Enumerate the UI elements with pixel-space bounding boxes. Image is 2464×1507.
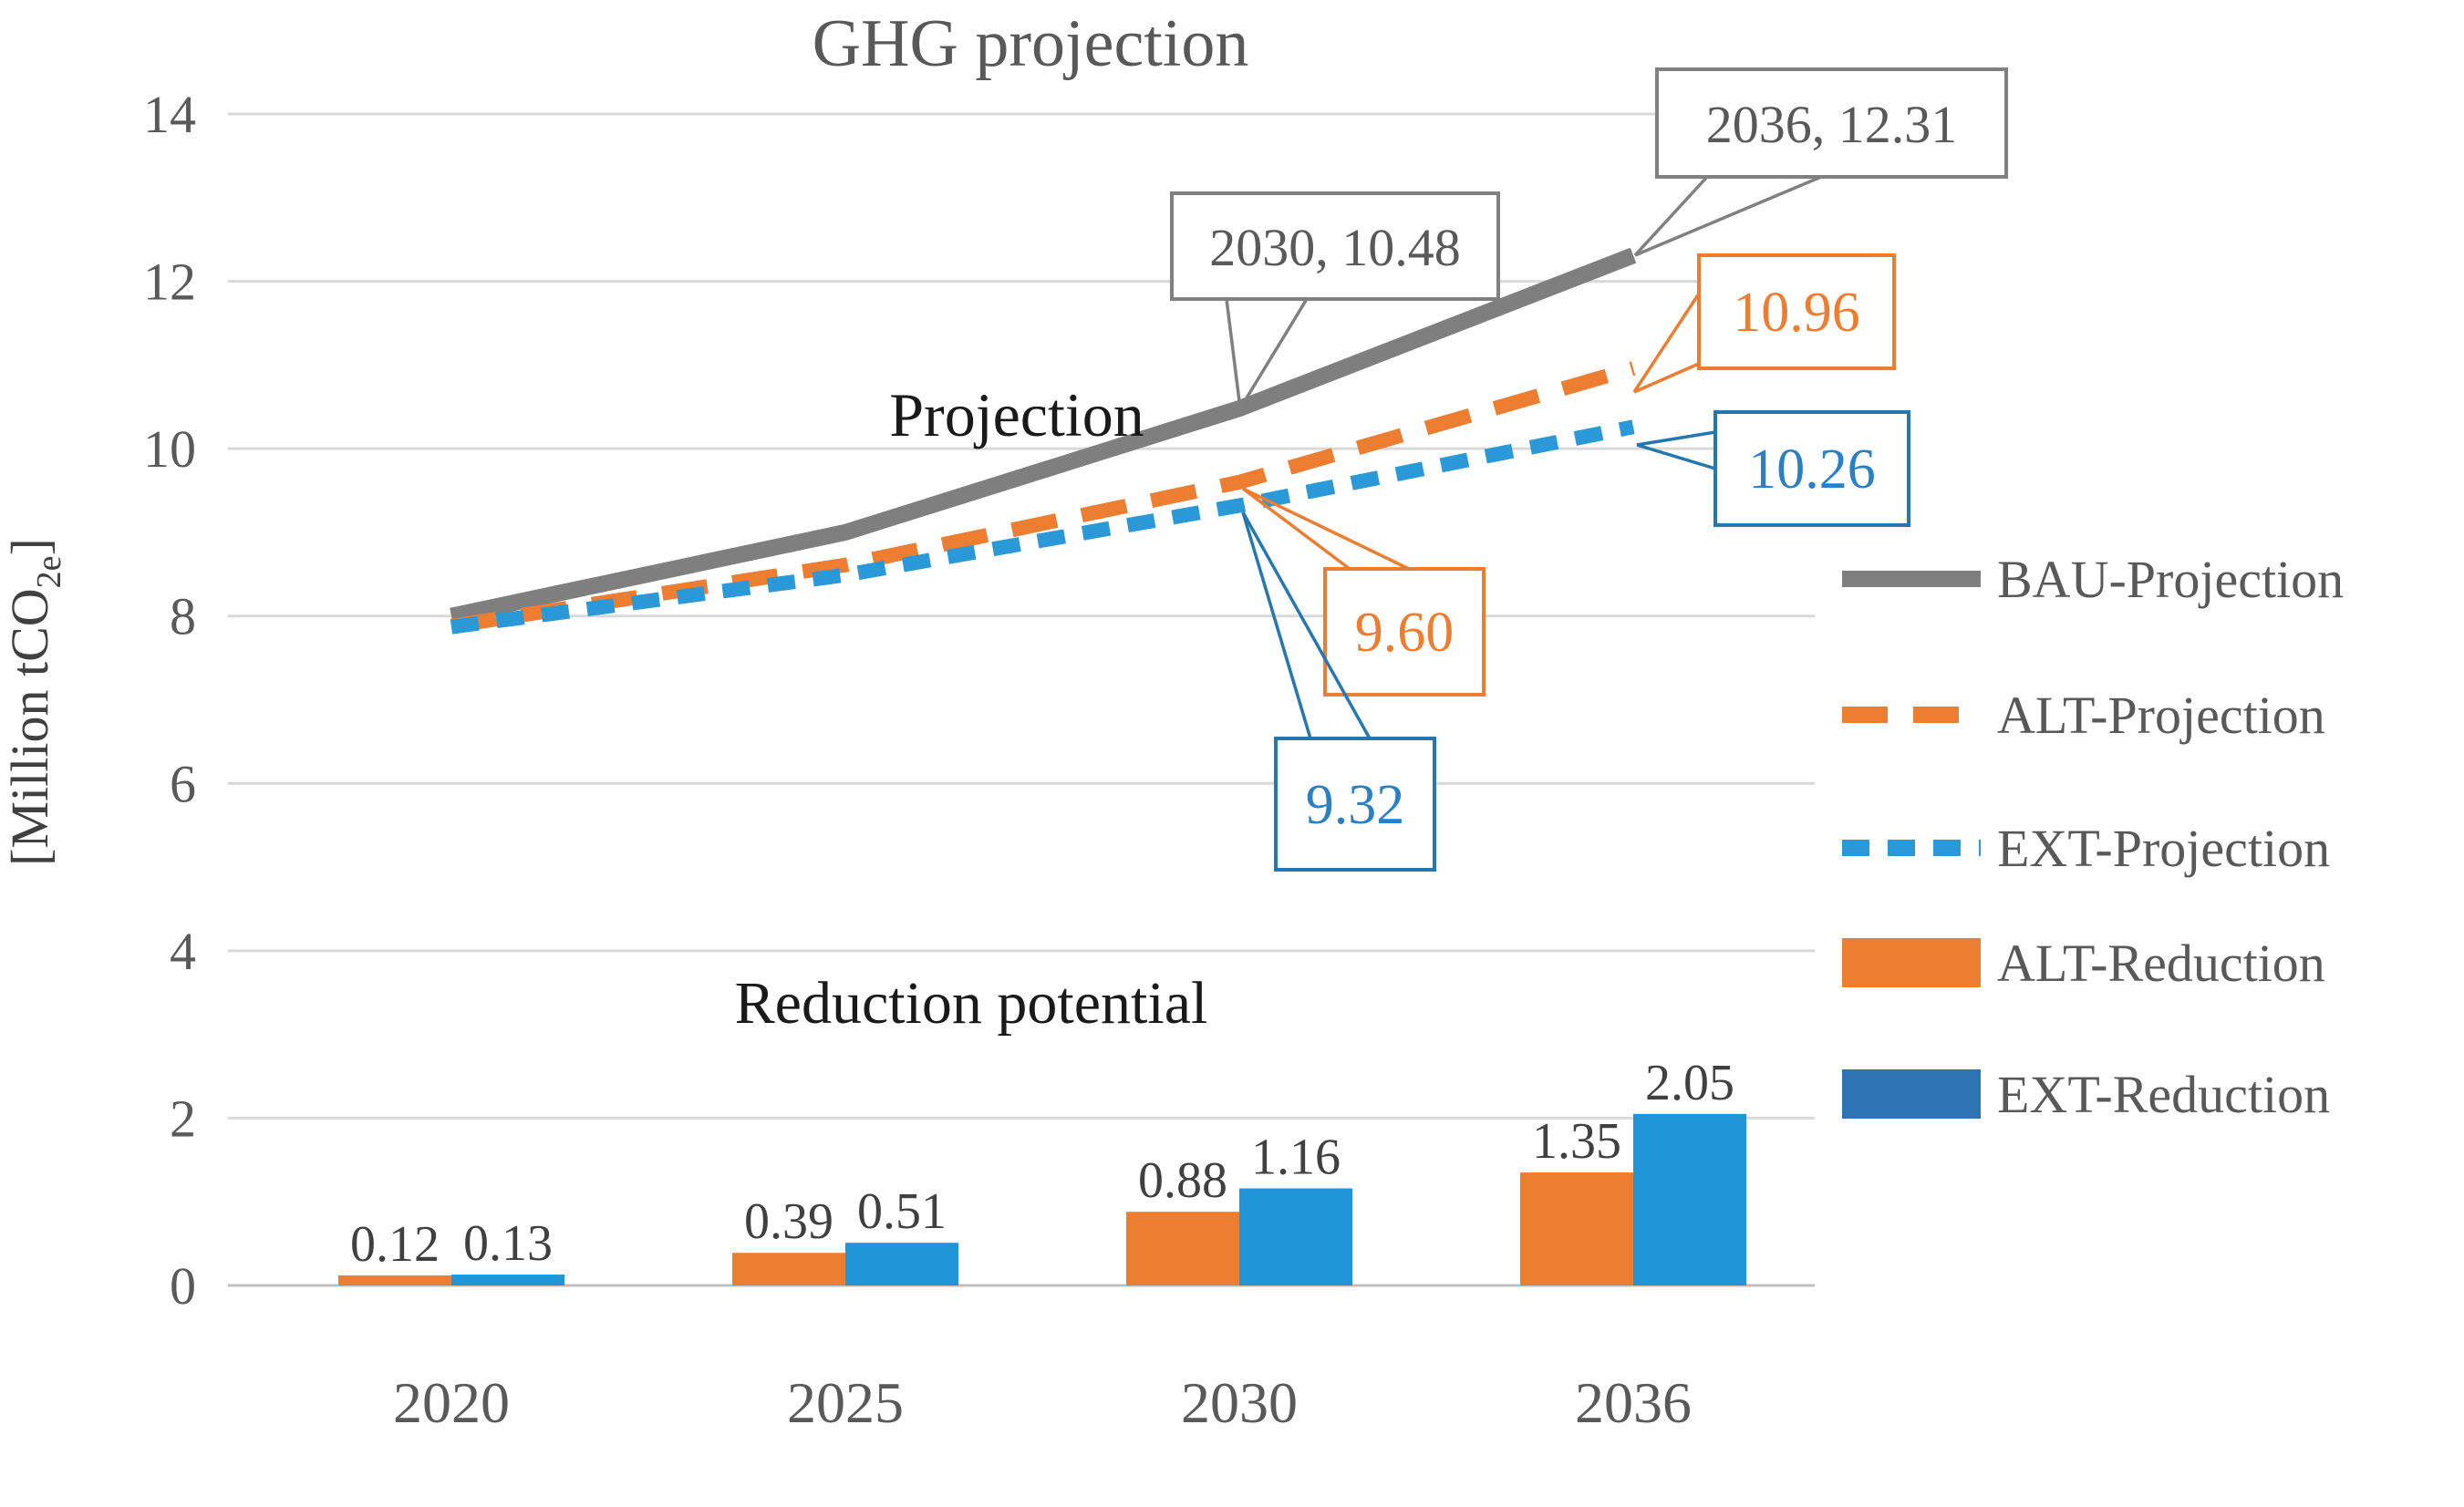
y-tick-label-10: 10 bbox=[143, 419, 196, 479]
bar-label-EXT-Reduction-2030: 1.16 bbox=[1251, 1130, 1341, 1186]
bar-label-ALT-Reduction-2025: 0.39 bbox=[744, 1193, 833, 1250]
x-tick-label-2036: 2036 bbox=[1575, 1370, 1692, 1435]
y-tick-label-6: 6 bbox=[170, 754, 196, 813]
x-tick-label-2025: 2025 bbox=[787, 1370, 904, 1435]
x-tick-label-2020: 2020 bbox=[393, 1370, 510, 1435]
free-text-annotations: Projection Reduction potential bbox=[735, 380, 1208, 1037]
bar-EXT-Reduction-2030 bbox=[1239, 1188, 1352, 1285]
callout-ext-2036-text: 10.26 bbox=[1748, 439, 1876, 501]
y-tick-label-8: 8 bbox=[170, 587, 196, 646]
line-series-layer bbox=[450, 247, 1637, 635]
callout-alt-2036-text: 10.96 bbox=[1733, 282, 1860, 344]
y-tick-label-14: 14 bbox=[143, 85, 196, 144]
line-ALT-Projection bbox=[450, 361, 1636, 634]
bar-EXT-Reduction-2036 bbox=[1633, 1113, 1746, 1285]
callout-bau-2036-box bbox=[1655, 67, 2008, 179]
bar-ALT-Reduction-2020 bbox=[338, 1275, 451, 1285]
callout-alt-2030-text: 9.60 bbox=[1355, 602, 1455, 664]
y-tick-label-0: 0 bbox=[170, 1256, 196, 1316]
y-tick-label-4: 4 bbox=[170, 922, 196, 981]
gridlines-layer bbox=[228, 112, 1815, 1287]
callout-ext-2036-leader-0 bbox=[1636, 430, 1716, 447]
y-tick-label-12: 12 bbox=[143, 253, 196, 312]
line-BAU-Projection bbox=[450, 247, 1637, 624]
callout-bau-2036-text: 2036, 12.31 bbox=[1706, 95, 1958, 154]
callout-bau-2030-leader-1 bbox=[1238, 298, 1309, 409]
bar-EXT-Reduction-2020 bbox=[451, 1275, 564, 1285]
bar-label-EXT-Reduction-2036: 2.05 bbox=[1645, 1055, 1734, 1111]
legend-label-EXT-Projection: EXT-Projection bbox=[1997, 819, 2330, 878]
bar-EXT-Reduction-2025 bbox=[845, 1243, 958, 1285]
callout-bau-2030-box bbox=[1170, 191, 1500, 301]
callout-ext-2030-leader-1 bbox=[1241, 511, 1372, 739]
y-axis-title: [Million tCO2e] bbox=[0, 538, 68, 866]
callout-bau-2030-text: 2030, 10.48 bbox=[1209, 218, 1461, 277]
line-EXT-Projection bbox=[450, 419, 1635, 635]
legend-swatch-EXT-Reduction bbox=[1842, 1069, 1981, 1119]
bar-label-ALT-Reduction-2036: 1.35 bbox=[1532, 1113, 1621, 1170]
callout-ext-2036-box bbox=[1713, 410, 1910, 527]
data-label-callouts: 2030, 10.48 2036, 12.31 10.96 10.26 9.60 9.32 bbox=[1170, 67, 2008, 872]
reduction-label: Reduction potential bbox=[735, 970, 1208, 1037]
callout-ext-2030-leader-0 bbox=[1241, 511, 1312, 739]
legend-label-EXT-Reduction: EXT-Reduction bbox=[1997, 1065, 2330, 1124]
legend-label-BAU-Projection: BAU-Projection bbox=[1997, 550, 2344, 609]
chart-title: GHG projection bbox=[813, 6, 1249, 81]
bar-ALT-Reduction-2030 bbox=[1126, 1212, 1239, 1285]
callout-alt-2036-leader-0 bbox=[1632, 293, 1701, 393]
legend-label-ALT-Reduction: ALT-Reduction bbox=[1997, 934, 2325, 993]
y-axis-tick-labels: 0 2 4 6 8 10 12 14 bbox=[143, 85, 196, 1316]
x-tick-label-2030: 2030 bbox=[1181, 1370, 1298, 1435]
callout-bau-2030-leader-0 bbox=[1225, 298, 1242, 409]
callout-alt-2036-leader-1 bbox=[1633, 361, 1702, 394]
callout-bau-2036-leader-1 bbox=[1634, 175, 1822, 257]
legend-swatch-ALT-Reduction bbox=[1842, 938, 1981, 987]
bar-ALT-Reduction-2025 bbox=[732, 1253, 845, 1285]
bar-label-EXT-Reduction-2020: 0.13 bbox=[463, 1215, 553, 1272]
callout-ext-2036-leader-1 bbox=[1636, 443, 1716, 470]
bar-ALT-Reduction-2036 bbox=[1520, 1172, 1633, 1285]
callout-ext-2030-box bbox=[1274, 737, 1436, 872]
bar-label-ALT-Reduction-2020: 0.12 bbox=[350, 1216, 440, 1273]
callout-bau-2036-leader-0 bbox=[1633, 175, 1709, 257]
callout-alt-2030-leader-0 bbox=[1241, 487, 1351, 571]
legend: BAU-Projection ALT-Projection EXT-Projecti… bbox=[1842, 550, 2344, 1124]
x-axis-tick-labels: 2020 2025 2030 2036 bbox=[393, 1370, 1692, 1435]
y-axis-title-text: [Million tCO2e] bbox=[0, 538, 68, 866]
bar-label-EXT-Reduction-2025: 0.51 bbox=[857, 1183, 947, 1240]
projection-label: Projection bbox=[889, 380, 1144, 449]
callout-alt-2036-box bbox=[1697, 253, 1896, 370]
bar-data-labels: 0.12 0.39 0.88 1.35 0.13 0.51 1.16 2.05 bbox=[350, 1055, 1734, 1273]
bar-label-ALT-Reduction-2030: 0.88 bbox=[1138, 1152, 1227, 1209]
callout-alt-2030-leader-1 bbox=[1242, 487, 1410, 571]
callout-alt-2030-box bbox=[1323, 567, 1486, 697]
legend-label-ALT-Projection: ALT-Projection bbox=[1997, 686, 2325, 745]
callout-ext-2030-text: 9.32 bbox=[1306, 774, 1405, 836]
y-tick-label-2: 2 bbox=[170, 1089, 196, 1148]
bar-series-layer bbox=[338, 1113, 1746, 1285]
